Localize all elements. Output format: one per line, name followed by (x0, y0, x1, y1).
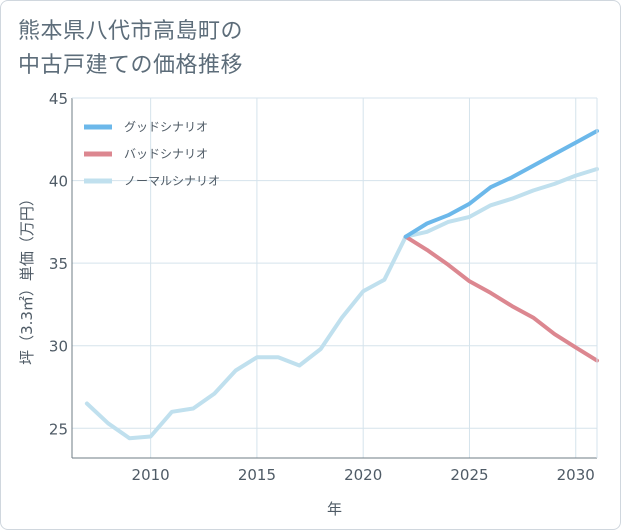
x-axis-label: 年 (327, 500, 342, 518)
legend-label-good: グッドシナリオ (124, 120, 208, 134)
series-line-normal (84, 167, 599, 441)
x-tick-label: 2025 (450, 466, 488, 484)
x-tick-label: 2010 (132, 466, 170, 484)
y-tick-label: 40 (49, 173, 68, 191)
y-tick-label: 30 (49, 338, 68, 356)
legend-label-bad: バッドシナリオ (124, 147, 208, 161)
chart-title: 熊本県八代市高島町の 中古戸建ての価格推移 (18, 15, 243, 83)
series-line-bad (403, 234, 599, 363)
plot-frame (71, 97, 598, 459)
chart-title-line1: 熊本県八代市高島町の (18, 19, 244, 44)
y-axis-label: 坪（3.3㎡）単価（万円） (18, 191, 36, 365)
chart-title-line2: 中古戸建ての価格推移 (18, 53, 244, 78)
x-tick-label: 2020 (344, 466, 382, 484)
y-tick-label: 25 (49, 420, 68, 438)
tick-labels: 2010 2015 2020 2025 2030 25 30 35 40 45 (49, 90, 595, 484)
legend-label-normal: ノーマルシナリオ (124, 174, 220, 188)
y-tick-label: 45 (49, 90, 68, 108)
y-tick-label: 35 (49, 255, 68, 273)
x-tick-label: 2015 (238, 466, 276, 484)
series-lines (84, 129, 599, 441)
x-tick-label: 2030 (557, 466, 595, 484)
series-line-good (403, 129, 599, 239)
